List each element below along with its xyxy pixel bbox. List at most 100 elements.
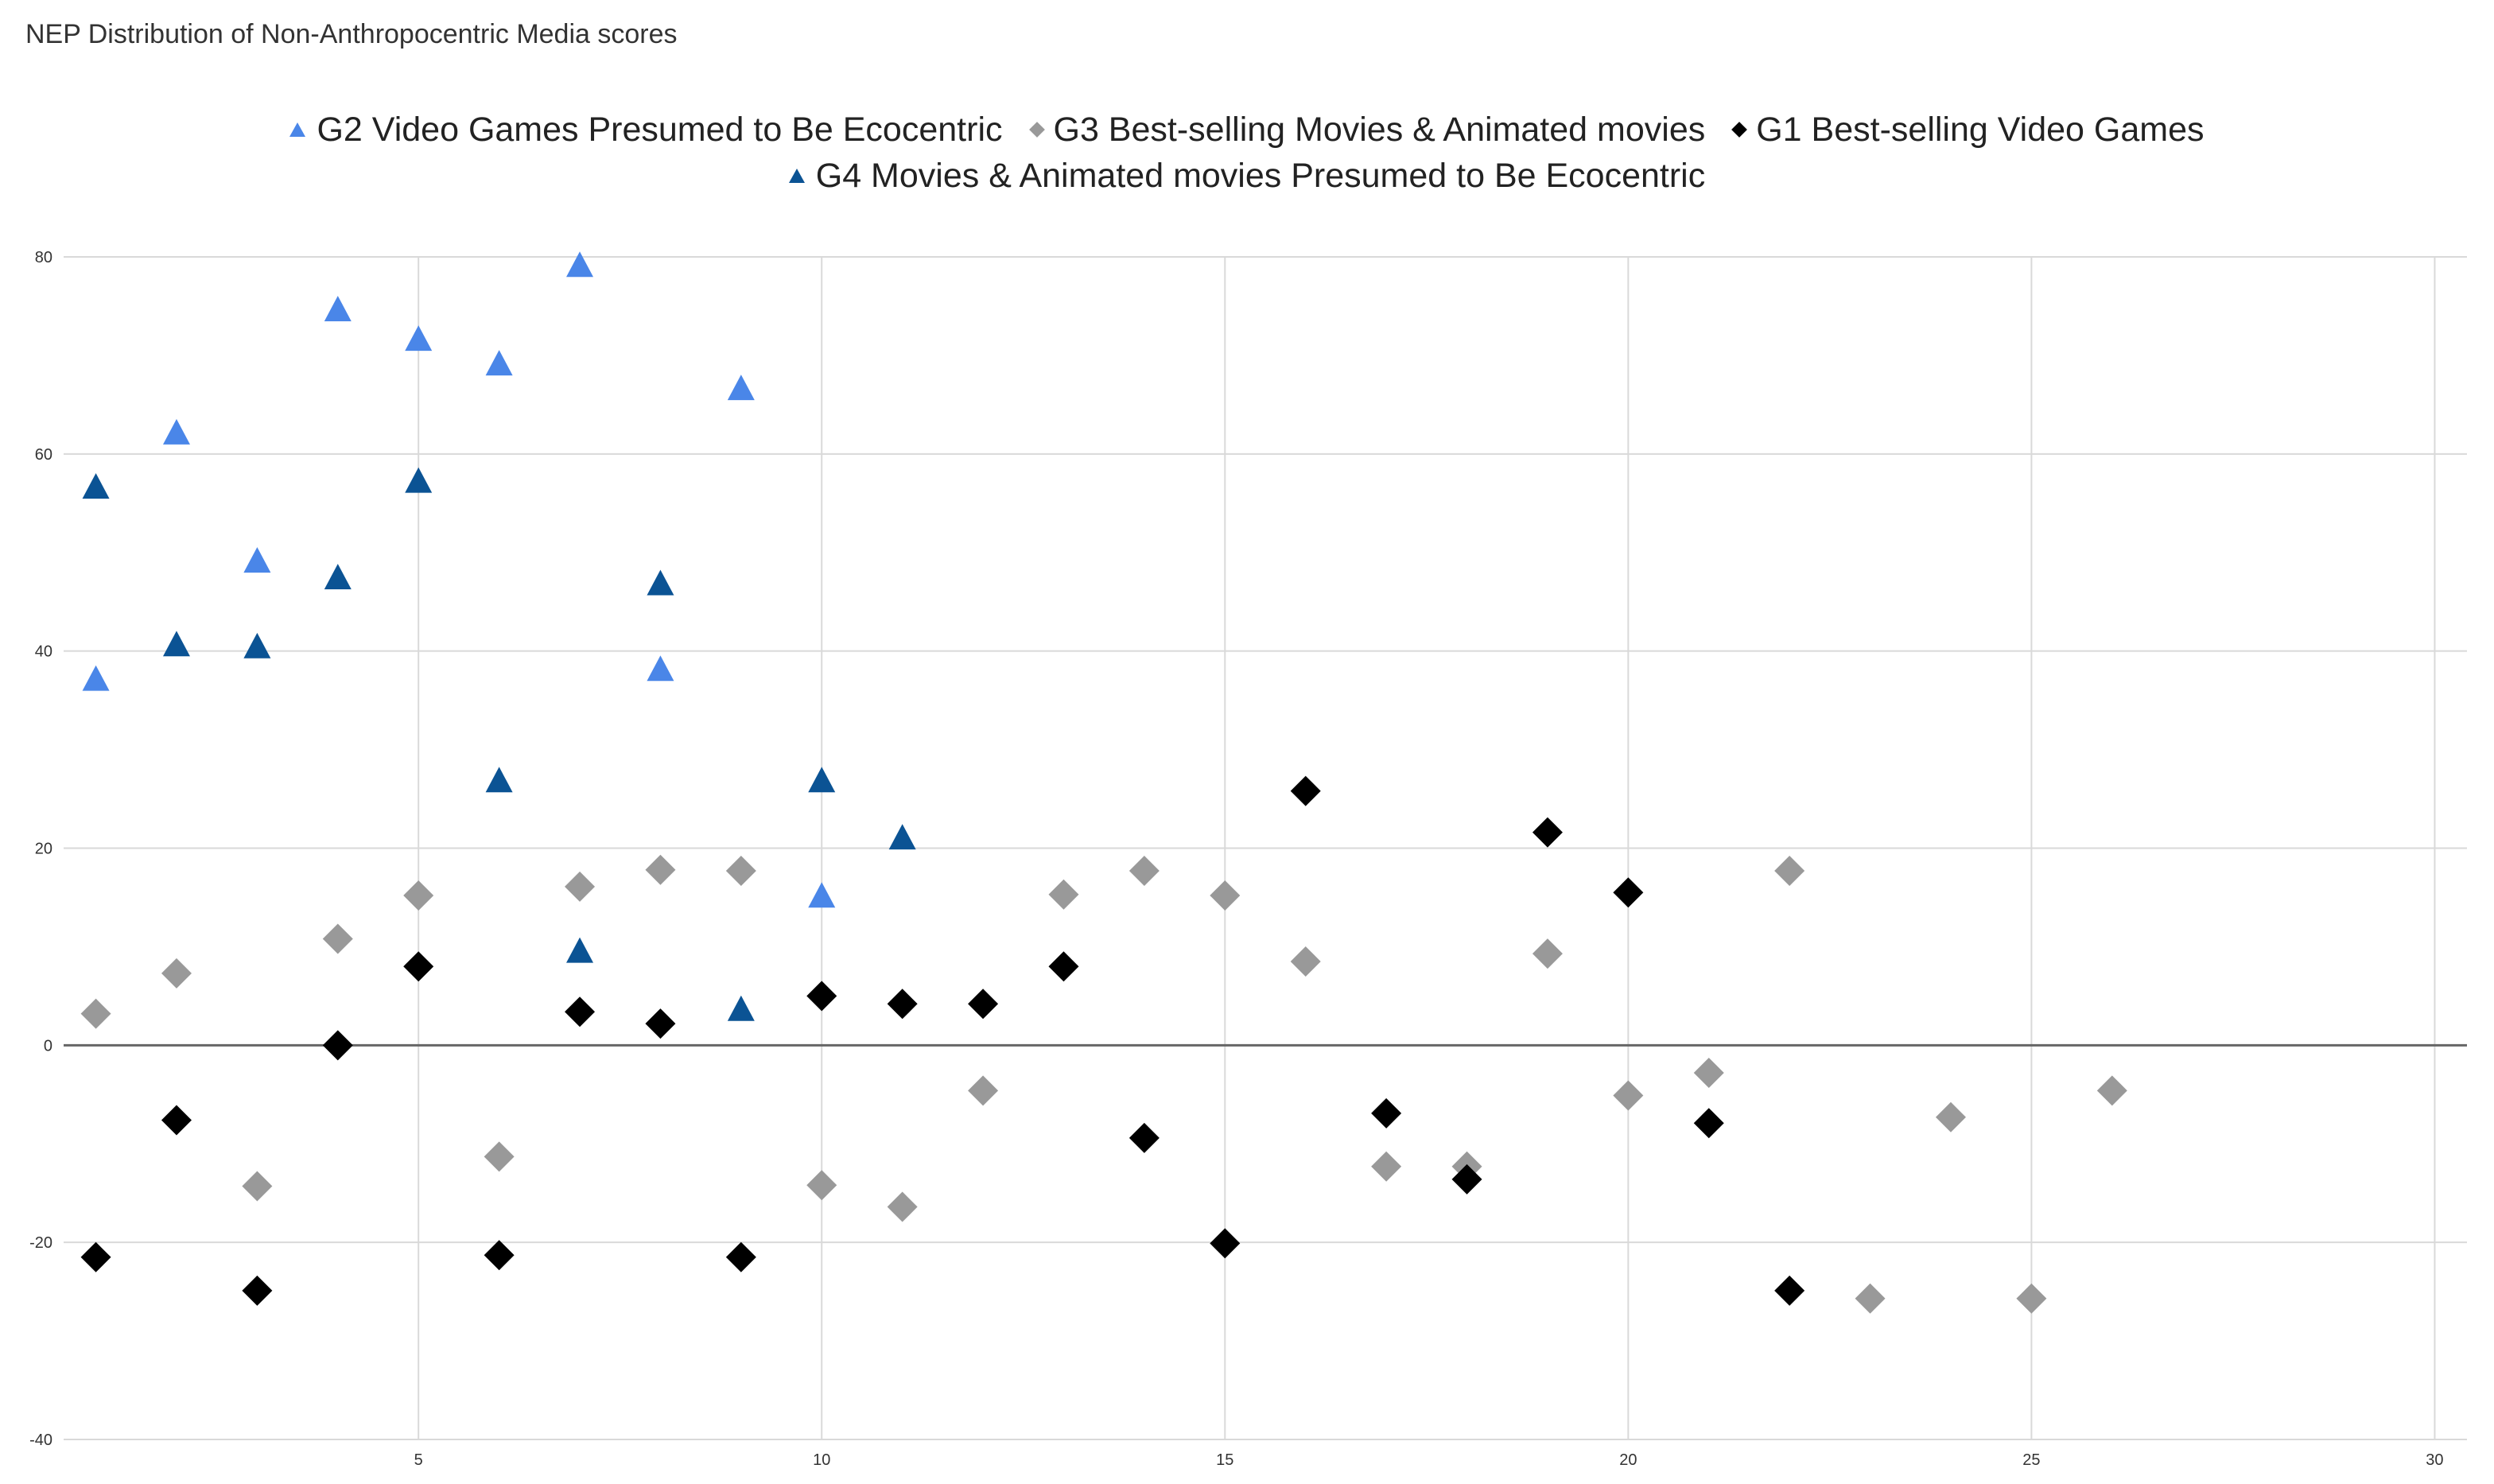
point-g3 <box>80 998 111 1029</box>
point-g2 <box>647 655 674 682</box>
point-g3 <box>1855 1283 1886 1314</box>
point-g2 <box>727 375 755 401</box>
legend-triangle-icon <box>788 169 805 183</box>
point-g1 <box>806 981 837 1012</box>
point-g3 <box>322 923 353 954</box>
point-g2 <box>566 251 594 278</box>
y-tick-label: 40 <box>35 643 52 661</box>
series-g2 <box>82 251 836 908</box>
x-tick-label: 10 <box>813 1451 830 1469</box>
point-g1 <box>1693 1108 1724 1139</box>
legend-item-g2: G2 Video Games Presumed to Be Ecocentric <box>289 110 1003 150</box>
point-g3 <box>1774 856 1805 887</box>
x-tick-label: 15 <box>1216 1451 1233 1469</box>
point-g2 <box>82 665 110 691</box>
point-g3 <box>645 854 676 885</box>
point-g4 <box>566 937 594 963</box>
point-g3 <box>1048 879 1079 910</box>
point-g3 <box>484 1141 515 1172</box>
point-g1 <box>161 1105 192 1136</box>
point-g2 <box>243 546 271 573</box>
point-g3 <box>806 1170 837 1201</box>
point-g1 <box>1451 1164 1482 1195</box>
point-g1 <box>1371 1097 1402 1129</box>
chart-title: NEP Distribution of Non-Anthropocentric … <box>25 19 678 49</box>
point-g2 <box>808 882 836 908</box>
point-g1 <box>80 1241 111 1272</box>
point-g1 <box>565 996 596 1028</box>
legend: G2 Video Games Presumed to Be Ecocentric… <box>0 107 2494 199</box>
series-g1 <box>80 775 1805 1306</box>
point-g3 <box>968 1075 999 1106</box>
legend-item-g4: G4 Movies & Animated movies Presumed to … <box>788 156 1706 196</box>
point-g3 <box>403 880 434 911</box>
x-tick-labels: 5 10 15 20 25 30 <box>414 1451 2444 1469</box>
point-g4 <box>82 473 110 499</box>
point-g3 <box>1129 856 1160 887</box>
point-g3 <box>725 856 756 887</box>
point-g4 <box>324 564 352 590</box>
y-tick-label: 0 <box>44 1037 52 1055</box>
point-g4 <box>243 632 271 658</box>
point-g3 <box>242 1171 273 1202</box>
point-g2 <box>324 295 352 321</box>
point-g4 <box>727 995 755 1021</box>
point-g2 <box>485 350 513 376</box>
point-g3 <box>565 871 596 902</box>
legend-label: G4 Movies & Animated movies Presumed to … <box>815 156 1706 195</box>
point-g1 <box>645 1008 676 1039</box>
point-g1 <box>1210 1228 1241 1259</box>
y-tick-label: -40 <box>29 1432 52 1449</box>
point-g1 <box>484 1240 515 1271</box>
point-g1 <box>1774 1275 1805 1306</box>
point-g4 <box>647 569 674 596</box>
point-g3 <box>1210 880 1241 911</box>
point-g1 <box>242 1275 273 1306</box>
point-g2 <box>162 418 190 445</box>
legend-label: G3 Best-selling Movies & Animated movies <box>1053 110 1706 149</box>
y-tick-label: 60 <box>35 446 52 464</box>
point-g3 <box>1290 946 1321 977</box>
x-tick-label: 30 <box>2426 1451 2443 1469</box>
legend-diamond-icon <box>1028 122 1045 138</box>
point-g3 <box>2096 1075 2127 1106</box>
point-g1 <box>1129 1122 1160 1153</box>
point-g1 <box>1290 775 1321 806</box>
point-g3 <box>887 1191 918 1222</box>
x-tick-label: 25 <box>2022 1451 2040 1469</box>
legend-diamond-icon <box>1731 122 1748 138</box>
legend-item-g1: G1 Best-selling Video Games <box>1731 110 2205 150</box>
point-g4 <box>485 767 513 793</box>
point-g4 <box>405 467 433 493</box>
point-g1 <box>968 989 999 1020</box>
point-g3 <box>1935 1101 1966 1132</box>
series-g4 <box>82 467 916 1021</box>
point-g1 <box>403 951 434 982</box>
point-g2 <box>405 325 433 352</box>
y-tick-label: 80 <box>35 249 52 266</box>
point-g4 <box>888 824 916 850</box>
grid-layer <box>64 256 2467 1440</box>
point-g3 <box>2016 1283 2047 1314</box>
point-g4 <box>808 767 836 793</box>
point-g3 <box>1613 1080 1644 1111</box>
point-g3 <box>1371 1151 1402 1182</box>
legend-label: G1 Best-selling Video Games <box>1756 110 2205 149</box>
point-g1 <box>1613 877 1644 908</box>
legend-label: G2 Video Games Presumed to Be Ecocentric <box>317 110 1003 149</box>
y-tick-label: -20 <box>29 1234 52 1252</box>
legend-row-1: G2 Video Games Presumed to Be Ecocentric… <box>0 107 2494 153</box>
point-g1 <box>725 1241 756 1272</box>
series-g3 <box>80 854 2127 1314</box>
legend-item-g3: G3 Best-selling Movies & Animated movies <box>1028 110 1706 150</box>
point-g3 <box>161 958 192 989</box>
x-tick-label: 20 <box>1619 1451 1637 1469</box>
point-g1 <box>887 989 918 1020</box>
point-g3 <box>1693 1058 1724 1089</box>
data-points <box>80 251 2127 1314</box>
point-g1 <box>1048 951 1079 982</box>
legend-row-2: G4 Movies & Animated movies Presumed to … <box>0 153 2494 199</box>
point-g3 <box>1532 938 1563 969</box>
